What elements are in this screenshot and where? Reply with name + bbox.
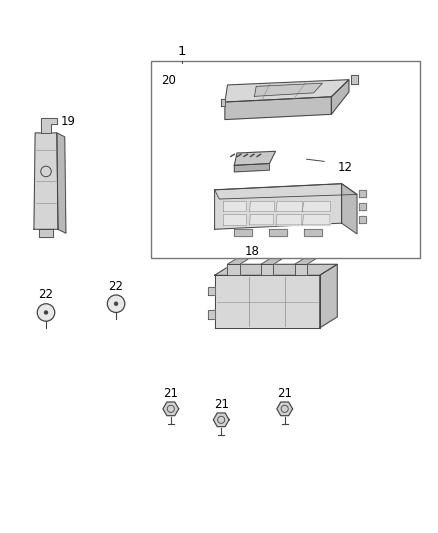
Text: 22: 22 xyxy=(39,288,53,302)
Polygon shape xyxy=(276,214,302,225)
Text: 21: 21 xyxy=(214,398,229,411)
Polygon shape xyxy=(223,214,246,225)
Polygon shape xyxy=(342,184,357,234)
Polygon shape xyxy=(234,151,276,165)
Polygon shape xyxy=(39,229,53,237)
Polygon shape xyxy=(359,203,366,210)
Polygon shape xyxy=(302,201,330,212)
Polygon shape xyxy=(351,75,358,84)
Polygon shape xyxy=(277,402,293,416)
Circle shape xyxy=(44,310,48,314)
Polygon shape xyxy=(276,201,302,212)
Polygon shape xyxy=(223,201,246,212)
Polygon shape xyxy=(208,310,215,319)
Polygon shape xyxy=(215,184,342,229)
Polygon shape xyxy=(234,164,269,172)
Circle shape xyxy=(107,295,125,312)
Polygon shape xyxy=(261,264,273,275)
Polygon shape xyxy=(261,259,282,264)
Polygon shape xyxy=(41,118,57,133)
Polygon shape xyxy=(208,287,215,295)
Text: 12: 12 xyxy=(337,161,352,174)
Polygon shape xyxy=(234,229,252,236)
Text: 19: 19 xyxy=(60,116,75,128)
Polygon shape xyxy=(220,99,225,106)
Circle shape xyxy=(114,302,118,306)
Text: 22: 22 xyxy=(109,280,124,293)
Polygon shape xyxy=(213,413,229,426)
Polygon shape xyxy=(215,275,320,328)
Polygon shape xyxy=(359,190,366,197)
Polygon shape xyxy=(57,133,66,233)
Polygon shape xyxy=(34,133,58,229)
Polygon shape xyxy=(225,80,349,102)
Polygon shape xyxy=(320,264,337,328)
Polygon shape xyxy=(332,80,349,114)
Polygon shape xyxy=(163,402,179,416)
Polygon shape xyxy=(295,264,307,275)
Polygon shape xyxy=(215,184,357,199)
Polygon shape xyxy=(254,83,322,96)
Polygon shape xyxy=(359,216,366,223)
Polygon shape xyxy=(225,97,332,119)
Text: 20: 20 xyxy=(161,74,176,87)
Polygon shape xyxy=(302,214,330,225)
Polygon shape xyxy=(250,201,274,212)
Polygon shape xyxy=(215,264,337,275)
Polygon shape xyxy=(227,264,240,275)
Circle shape xyxy=(37,304,55,321)
Text: 21: 21 xyxy=(163,387,178,400)
Text: 1: 1 xyxy=(177,45,186,59)
Polygon shape xyxy=(269,229,287,236)
Polygon shape xyxy=(227,259,248,264)
Bar xyxy=(151,61,420,258)
Polygon shape xyxy=(304,229,322,236)
Polygon shape xyxy=(250,214,274,225)
Text: 21: 21 xyxy=(277,387,292,400)
Text: 18: 18 xyxy=(244,245,259,257)
Polygon shape xyxy=(295,259,316,264)
